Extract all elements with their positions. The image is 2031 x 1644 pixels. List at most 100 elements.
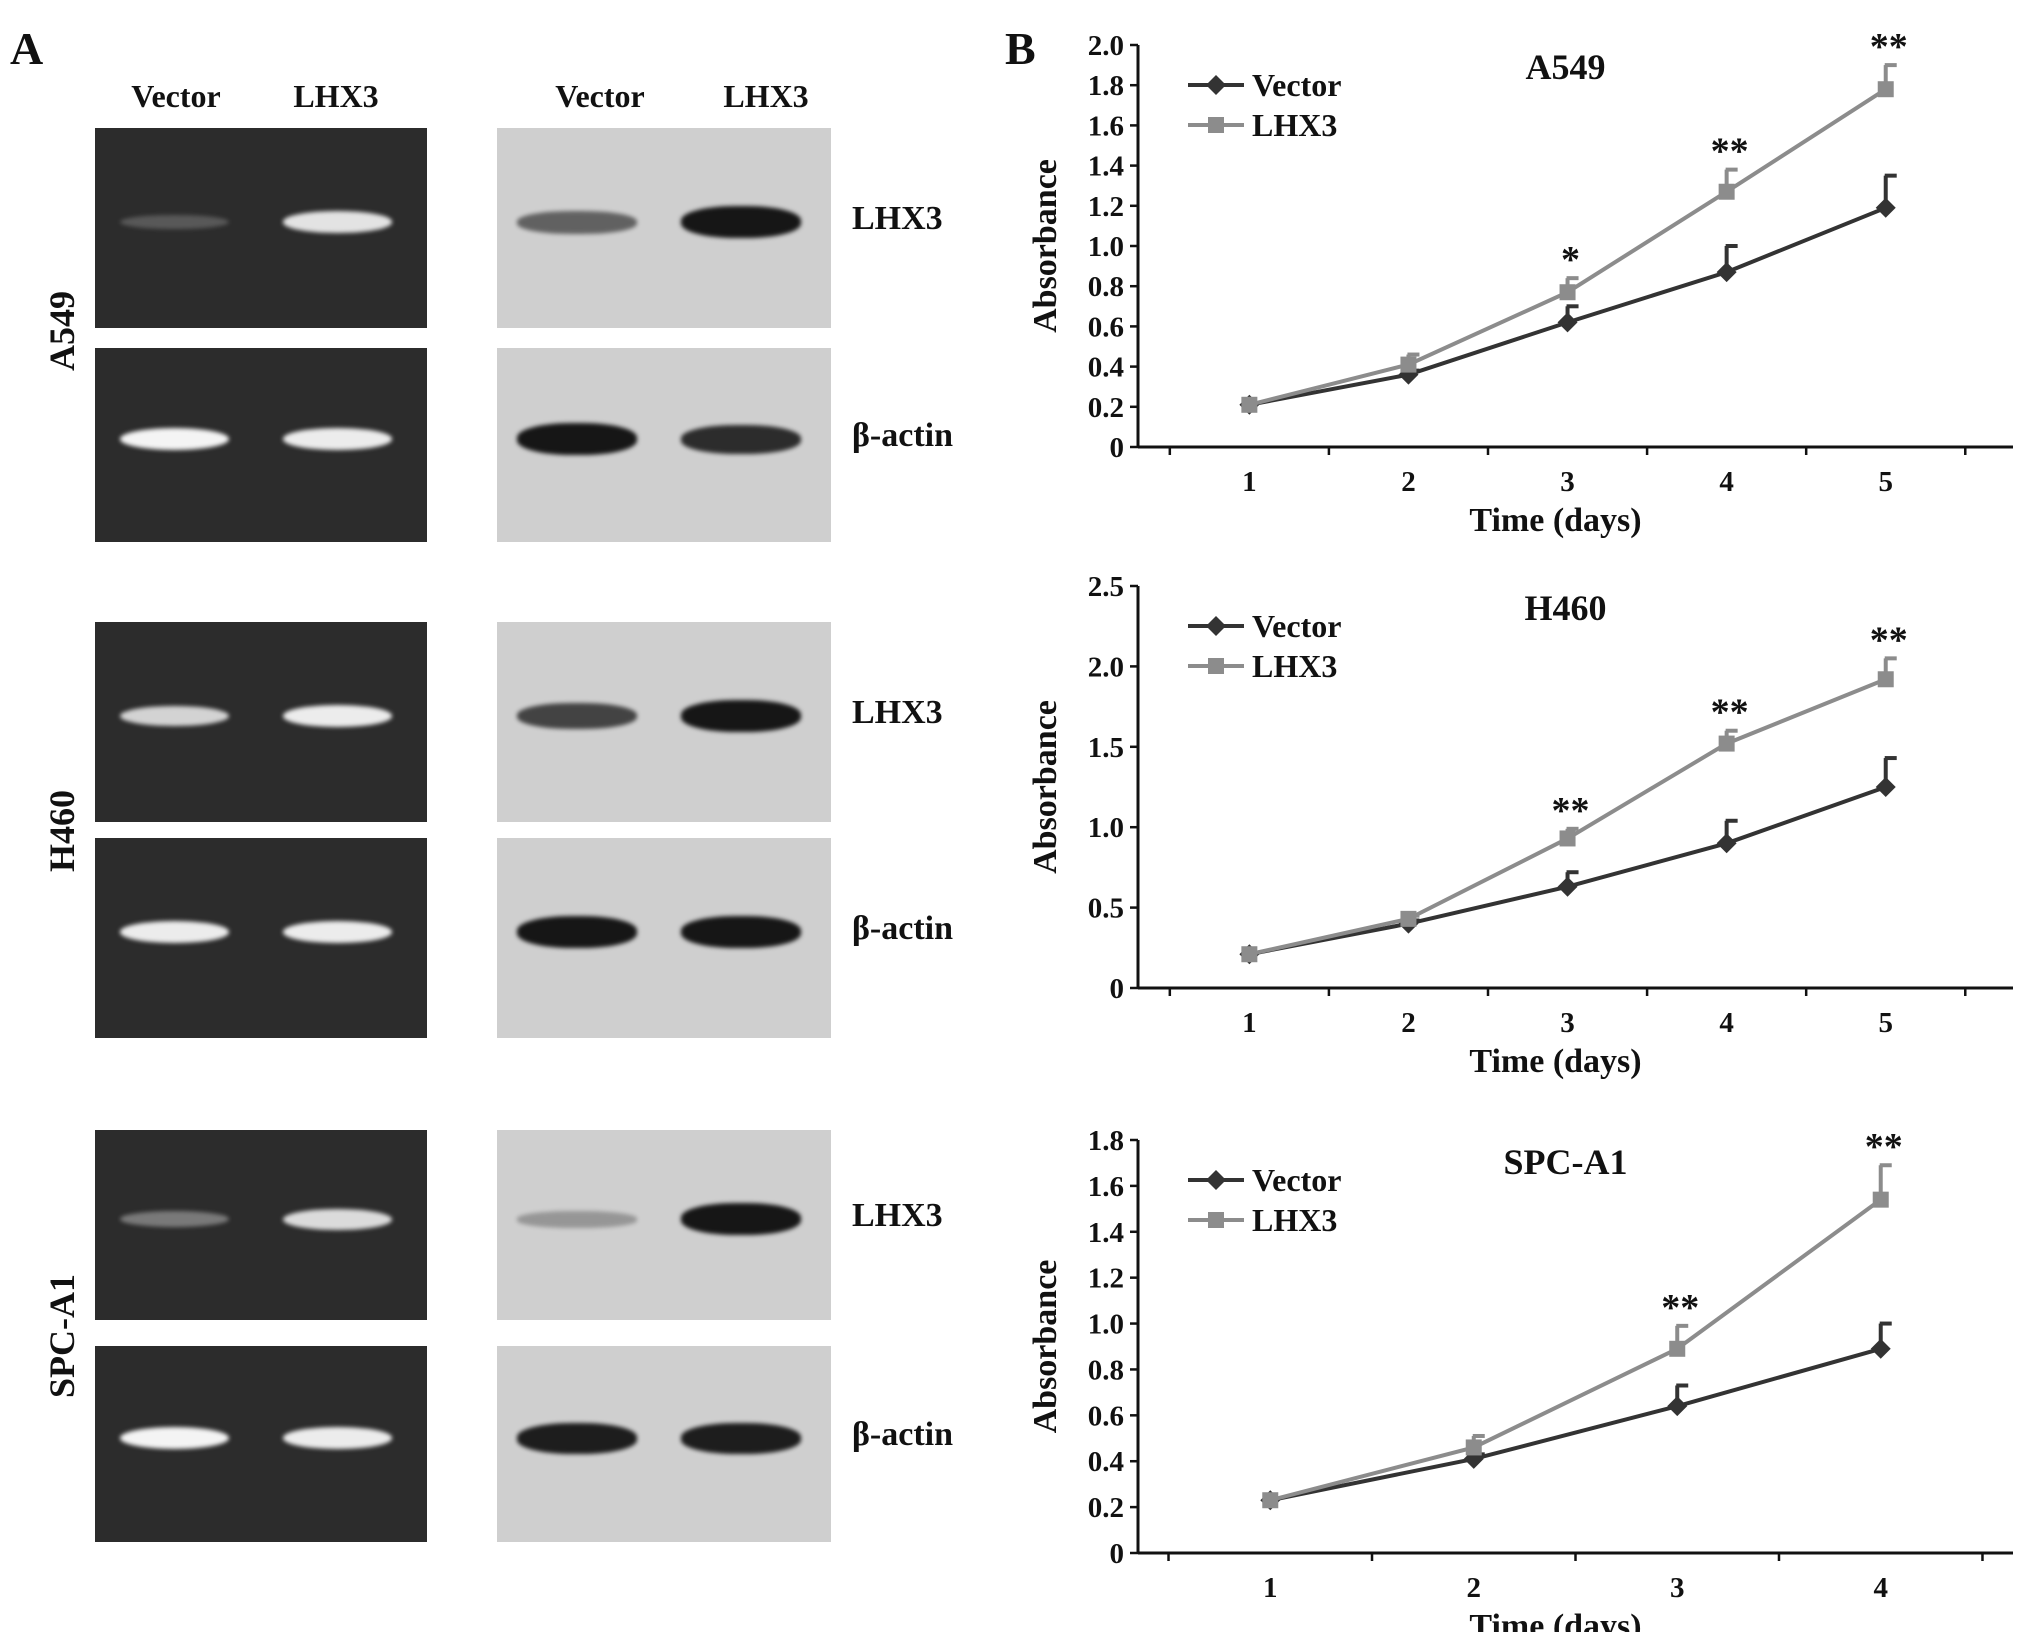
data-point-lhx3: [1877, 81, 1894, 98]
y-tick-label: 0.4: [1088, 1446, 1124, 1478]
y-tick-label: 0: [1110, 432, 1125, 464]
block-spc-a1-rtpcr-top: [95, 1130, 427, 1320]
gel-band-lane-2: [282, 1427, 393, 1449]
significance-marker: **: [1711, 692, 1749, 734]
block-h460-cell-label: H460: [42, 790, 82, 873]
block-a549-label-top: LHX3: [852, 200, 943, 237]
block-a549-cell-label: A549: [42, 291, 82, 371]
block-a549-label-bottom: β-actin: [852, 417, 954, 455]
significance-marker: **: [1552, 790, 1590, 832]
y-axis-label: Absorbance: [1027, 1260, 1064, 1434]
block-h460-western-top: [497, 622, 831, 822]
y-tick-label: 1.2: [1088, 191, 1124, 223]
significance-marker: **: [1870, 26, 1908, 68]
block-h460-label-bottom: β-actin: [852, 910, 954, 947]
y-tick-label: 0.6: [1088, 1400, 1124, 1432]
data-point-vector: [1557, 312, 1578, 333]
blot-band-lane-1: [517, 702, 638, 730]
y-tick-label: 2.5: [1088, 571, 1124, 603]
panel-a-letter: A: [10, 23, 44, 74]
x-axis-label: Time (days): [1469, 1608, 1641, 1632]
series-line-vector: [1269, 1346, 1882, 1503]
y-tick-label: 0: [1110, 1538, 1125, 1570]
blot-band-lane-2: [680, 1203, 801, 1236]
gel-band-lane-2: [282, 428, 393, 450]
blot-band-lane-1: [517, 1210, 638, 1228]
y-tick-label: 0.2: [1088, 1492, 1124, 1524]
y-axis-label: Absorbance: [1027, 159, 1064, 333]
y-tick-label: 1.8: [1088, 1125, 1124, 1157]
chart-title: H460: [1524, 588, 1606, 628]
x-tick-label: 1: [1263, 1572, 1278, 1604]
gel-band-lane-2: [282, 921, 393, 943]
gel-band-lane-1: [119, 1427, 230, 1450]
x-tick-label: 3: [1670, 1572, 1685, 1604]
data-point-lhx3: [1718, 735, 1735, 752]
block-spc-a1-label-bottom: β-actin: [852, 1416, 954, 1454]
block-spc-a1-label-top: LHX3: [852, 1197, 943, 1235]
chart-h460: 0 0.5 1.0 1.5 2.0 2.5 1 2 3 4 5 Time (days) Absorban…: [1027, 571, 2013, 1080]
block-a549-western-bottom: [497, 348, 831, 542]
y-tick-label: 1.6: [1088, 1171, 1124, 1203]
y-tick-label: 1.0: [1088, 231, 1124, 263]
blot-band-lane-1: [517, 916, 638, 948]
data-point-vector: [1875, 777, 1896, 797]
x-tick-label: 1: [1242, 466, 1257, 498]
blot-band-lane-2: [680, 916, 801, 948]
legend-label-vector: Vector: [1252, 67, 1341, 103]
gel-band-lane-2: [282, 705, 393, 727]
x-axis-label: Time (days): [1469, 1043, 1641, 1080]
legend-marker-vector: [1206, 75, 1226, 95]
legend-marker-lhx3: [1208, 117, 1224, 133]
gel-band-lane-2: [282, 211, 393, 233]
blot-band-lane-2: [680, 1422, 801, 1454]
gel-band-lane-1: [119, 1211, 230, 1228]
data-point-vector: [1870, 1338, 1891, 1359]
block-h460-rtpcr-top: [95, 622, 427, 822]
lane-label-lhx3-rtpcr: LHX3: [293, 78, 379, 114]
data-point-lhx3: [1877, 671, 1894, 688]
gel-band-lane-1: [119, 428, 230, 451]
gel-band-lane-1: [119, 705, 230, 727]
y-tick-label: 0.8: [1088, 1354, 1124, 1386]
chart-a549: 0 0.2 0.4 0.6 0.8 1.0 1.2 1.4 1.6 1.8 2.0 1 2 3 4 5 Time…: [1027, 26, 2013, 539]
legend-marker-lhx3: [1208, 658, 1224, 674]
legend-marker-lhx3: [1208, 1212, 1224, 1228]
y-tick-label: 2.0: [1088, 30, 1124, 62]
legend-marker-vector: [1206, 616, 1226, 636]
y-tick-label: 0.4: [1088, 352, 1124, 384]
block-spc-a1-western-bottom: [497, 1346, 831, 1542]
legend-label-lhx3: LHX3: [1252, 648, 1337, 684]
x-tick-label: 2: [1401, 466, 1416, 498]
block-spc-a1-western-top: [497, 1130, 831, 1320]
y-axis-label: Absorbance: [1027, 700, 1064, 874]
x-tick-label: 3: [1560, 1007, 1575, 1039]
y-tick-label: 1.2: [1088, 1263, 1124, 1295]
gel-band-lane-1: [119, 921, 230, 943]
chart-title: A549: [1526, 47, 1606, 87]
legend-label-vector: Vector: [1252, 1162, 1341, 1198]
data-point-vector: [1875, 197, 1896, 218]
legend-marker-vector: [1206, 1170, 1226, 1190]
data-point-vector: [1716, 262, 1737, 283]
x-tick-label: 3: [1560, 466, 1575, 498]
blot-band-lane-1: [517, 210, 638, 234]
lane-label-vector-rtpcr: Vector: [131, 78, 221, 114]
significance-marker: **: [1711, 131, 1749, 173]
y-tick-label: 1.4: [1088, 151, 1124, 183]
blot-band-lane-2: [680, 206, 801, 238]
y-tick-label: 1.0: [1088, 1309, 1124, 1341]
y-tick-label: 0.6: [1088, 311, 1124, 343]
data-point-lhx3: [1400, 356, 1417, 373]
data-point-vector: [1716, 833, 1737, 854]
y-tick-label: 0: [1110, 973, 1125, 1005]
data-point-lhx3: [1241, 396, 1258, 413]
y-tick-label: 0.8: [1088, 271, 1124, 303]
chart-title: SPC-A1: [1504, 1142, 1628, 1182]
block-h460-western-bottom: [497, 838, 831, 1038]
data-point-lhx3: [1669, 1340, 1686, 1357]
x-tick-label: 1: [1242, 1007, 1257, 1039]
data-point-lhx3: [1241, 946, 1258, 963]
y-tick-label: 1.5: [1088, 732, 1124, 764]
x-tick-label: 5: [1878, 466, 1893, 498]
